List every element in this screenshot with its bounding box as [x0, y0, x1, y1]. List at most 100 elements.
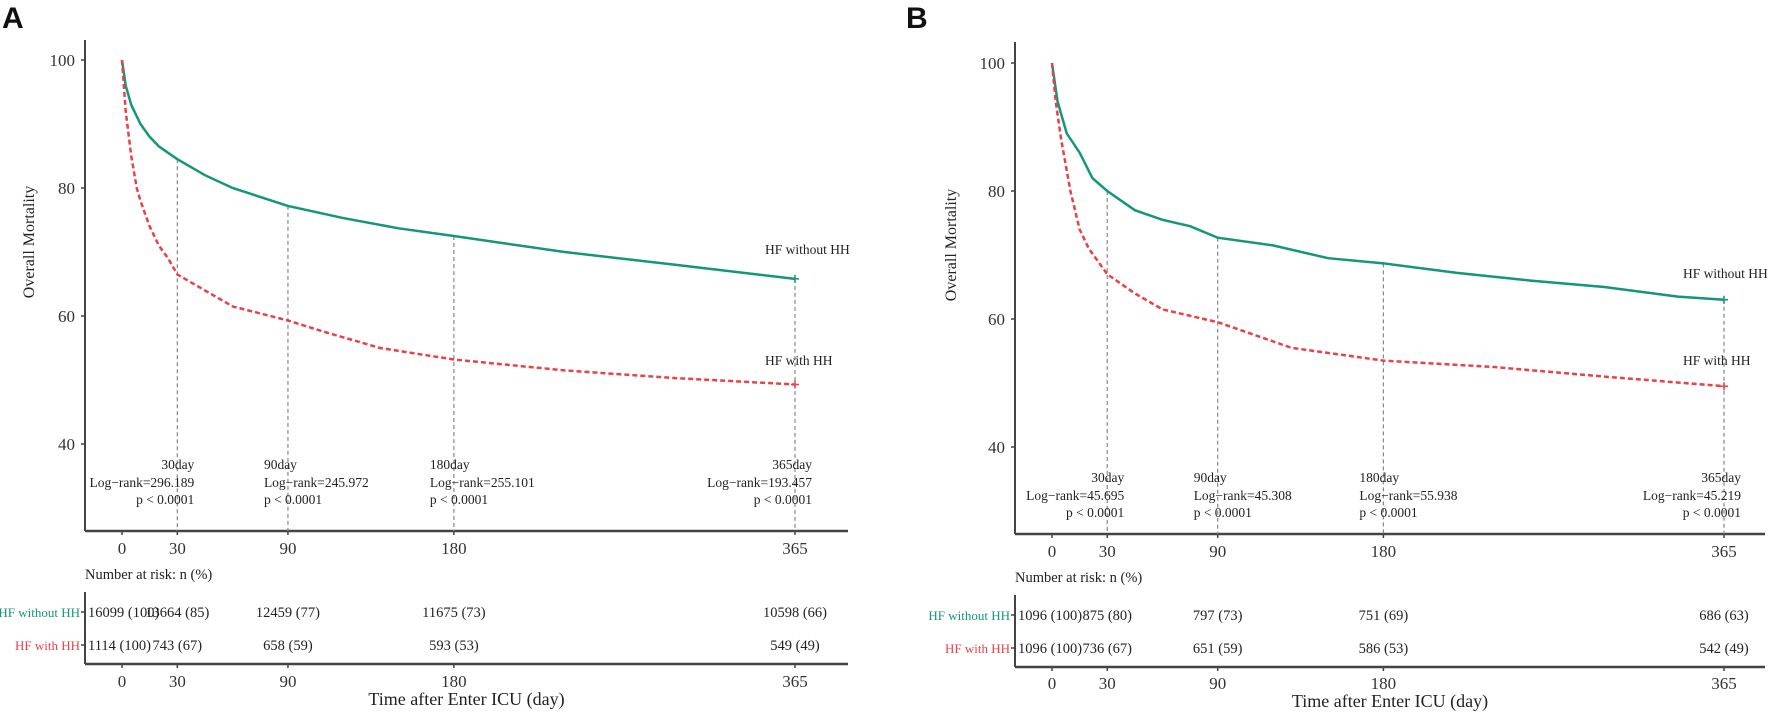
risk-cell: 542 (49) — [1699, 641, 1749, 657]
risk-row-label: HF with HH — [15, 638, 80, 653]
risk-row-label: HF without HH — [0, 605, 80, 620]
x-tick-label: 90 — [1209, 542, 1226, 561]
y-tick-label: 40 — [988, 438, 1005, 457]
risk-x-tick-label: 90 — [279, 672, 296, 691]
annotation-p-value: p < 0.0001 — [1194, 505, 1252, 520]
risk-cell: 1096 (100) — [1018, 641, 1082, 657]
risk-cell: 1096 (100) — [1018, 608, 1082, 624]
x-tick-label: 90 — [279, 539, 296, 558]
risk-x-tick-label: 180 — [441, 672, 467, 691]
panel-label: B — [906, 2, 928, 35]
annotation-logrank: Log−rank=245.972 — [264, 475, 369, 490]
risk-x-tick-label: 0 — [1048, 674, 1057, 693]
risk-cell: 586 (53) — [1359, 641, 1409, 657]
risk-table-title: Number at risk: n (%) — [85, 567, 212, 583]
series-end-label: HF with HH — [765, 353, 833, 368]
y-axis-title: Overall Mortality — [943, 189, 960, 301]
risk-cell: 797 (73) — [1193, 608, 1243, 624]
annotation-p-value: p < 0.0001 — [754, 492, 812, 507]
annotation-logrank: Log−rank=45.308 — [1194, 488, 1292, 503]
annotation-day: 30day — [1091, 470, 1124, 485]
risk-cell: 651 (59) — [1193, 641, 1243, 657]
censor-mark — [1720, 295, 1728, 304]
annotation-30day: 30day Log−rank=45.695 p < 0.0001 — [1026, 470, 1124, 520]
y-tick-label: 80 — [58, 179, 75, 198]
risk-x-tick-label: 365 — [1711, 674, 1737, 693]
risk-row-label: HF with HH — [945, 641, 1010, 656]
annotation-90day: 90day Log−rank=245.972 p < 0.0001 — [264, 457, 369, 507]
censor-mark — [791, 380, 799, 389]
annotation-p-value: p < 0.0001 — [1359, 505, 1417, 520]
risk-x-tick-label: 90 — [1209, 674, 1226, 693]
risk-cell: 11675 (73) — [422, 605, 486, 621]
risk-cell: 743 (67) — [153, 638, 203, 654]
annotation-logrank: Log−rank=55.938 — [1359, 488, 1457, 503]
x-tick-label: 365 — [782, 539, 808, 558]
annotation-180day: 180day Log−rank=55.938 p < 0.0001 — [1359, 470, 1457, 520]
risk-table: Number at risk: n (%) HF without HH 1096 (… — [928, 570, 1765, 693]
annotation-90day: 90day Log−rank=45.308 p < 0.0001 — [1194, 470, 1292, 520]
y-tick-label: 80 — [988, 182, 1005, 201]
annotation-logrank: Log−rank=45.219 — [1643, 488, 1741, 503]
annotation-logrank: Log−rank=296.189 — [89, 475, 194, 490]
x-tick-label: 30 — [169, 539, 186, 558]
risk-cell: 549 (49) — [770, 638, 820, 654]
risk-x-tick-label: 180 — [1371, 674, 1397, 693]
y-tick-label: 100 — [50, 51, 76, 70]
censor-mark — [1720, 382, 1728, 391]
annotation-p-value: p < 0.0001 — [430, 492, 488, 507]
annotation-p-value: p < 0.0001 — [1066, 505, 1124, 520]
annotation-logrank: Log−rank=45.695 — [1026, 488, 1124, 503]
x-tick-label: 365 — [1711, 542, 1737, 561]
risk-cell: 12459 (77) — [256, 605, 320, 621]
series-line-with-hh — [1050, 62, 1725, 388]
series-line-with-hh — [120, 59, 796, 386]
annotation-logrank: Log−rank=193.457 — [707, 475, 812, 490]
risk-cell: 736 (67) — [1082, 641, 1132, 657]
annotation-day: 180day — [1359, 470, 1399, 485]
x-axis-title: Time after Enter ICU (day) — [368, 689, 564, 710]
annotation-p-value: p < 0.0001 — [264, 492, 322, 507]
risk-cell: 686 (63) — [1699, 608, 1749, 624]
annotation-365day: 365day Log−rank=45.219 p < 0.0001 — [1643, 470, 1741, 520]
x-tick-label: 180 — [1371, 542, 1397, 561]
series-end-label: HF with HH — [1683, 353, 1751, 368]
series-end-label: HF without HH — [1683, 266, 1768, 281]
risk-table-title: Number at risk: n (%) — [1015, 570, 1142, 586]
annotation-day: 90day — [264, 457, 297, 472]
risk-row-label: HF without HH — [928, 608, 1010, 623]
risk-cell: 593 (53) — [429, 638, 479, 654]
series-line-without-hh — [120, 59, 796, 281]
panel-a: A 40 60 80 100 0 30 90 180 365 Overall Mortality HF… — [0, 2, 850, 710]
x-tick-label: 0 — [1048, 542, 1057, 561]
censor-mark — [791, 274, 799, 283]
risk-cell: 10598 (66) — [763, 605, 827, 621]
x-tick-label: 180 — [441, 539, 467, 558]
x-axis-title: Time after Enter ICU (day) — [1292, 691, 1488, 712]
risk-cell: 751 (69) — [1359, 608, 1409, 624]
annotation-day: 90day — [1194, 470, 1227, 485]
annotation-30day: 30day Log−rank=296.189 p < 0.0001 — [89, 457, 194, 507]
risk-x-tick-label: 30 — [169, 672, 186, 691]
annotation-day: 365day — [1701, 470, 1741, 485]
panel-label: A — [2, 2, 24, 35]
series-end-label: HF without HH — [765, 242, 850, 257]
risk-cell: 13664 (85) — [145, 605, 209, 621]
y-axis-title: Overall Mortality — [21, 186, 38, 298]
annotation-p-value: p < 0.0001 — [1683, 505, 1741, 520]
risk-table: Number at risk: n (%) HF without HH 16099 … — [0, 567, 848, 691]
annotation-365day: 365day Log−rank=193.457 p < 0.0001 — [707, 457, 812, 507]
annotation-day: 30day — [161, 457, 194, 472]
series-line-without-hh — [1050, 62, 1725, 302]
y-tick-label: 60 — [988, 310, 1005, 329]
annotation-logrank: Log−rank=255.101 — [430, 475, 535, 490]
risk-x-tick-label: 0 — [118, 672, 127, 691]
annotation-day: 365day — [772, 457, 812, 472]
risk-cell: 875 (80) — [1082, 608, 1132, 624]
risk-cell: 16099 (100) — [88, 605, 159, 621]
annotation-day: 180day — [430, 457, 470, 472]
y-tick-label: 40 — [58, 435, 75, 454]
risk-x-tick-label: 30 — [1099, 674, 1116, 693]
y-tick-label: 60 — [58, 307, 75, 326]
